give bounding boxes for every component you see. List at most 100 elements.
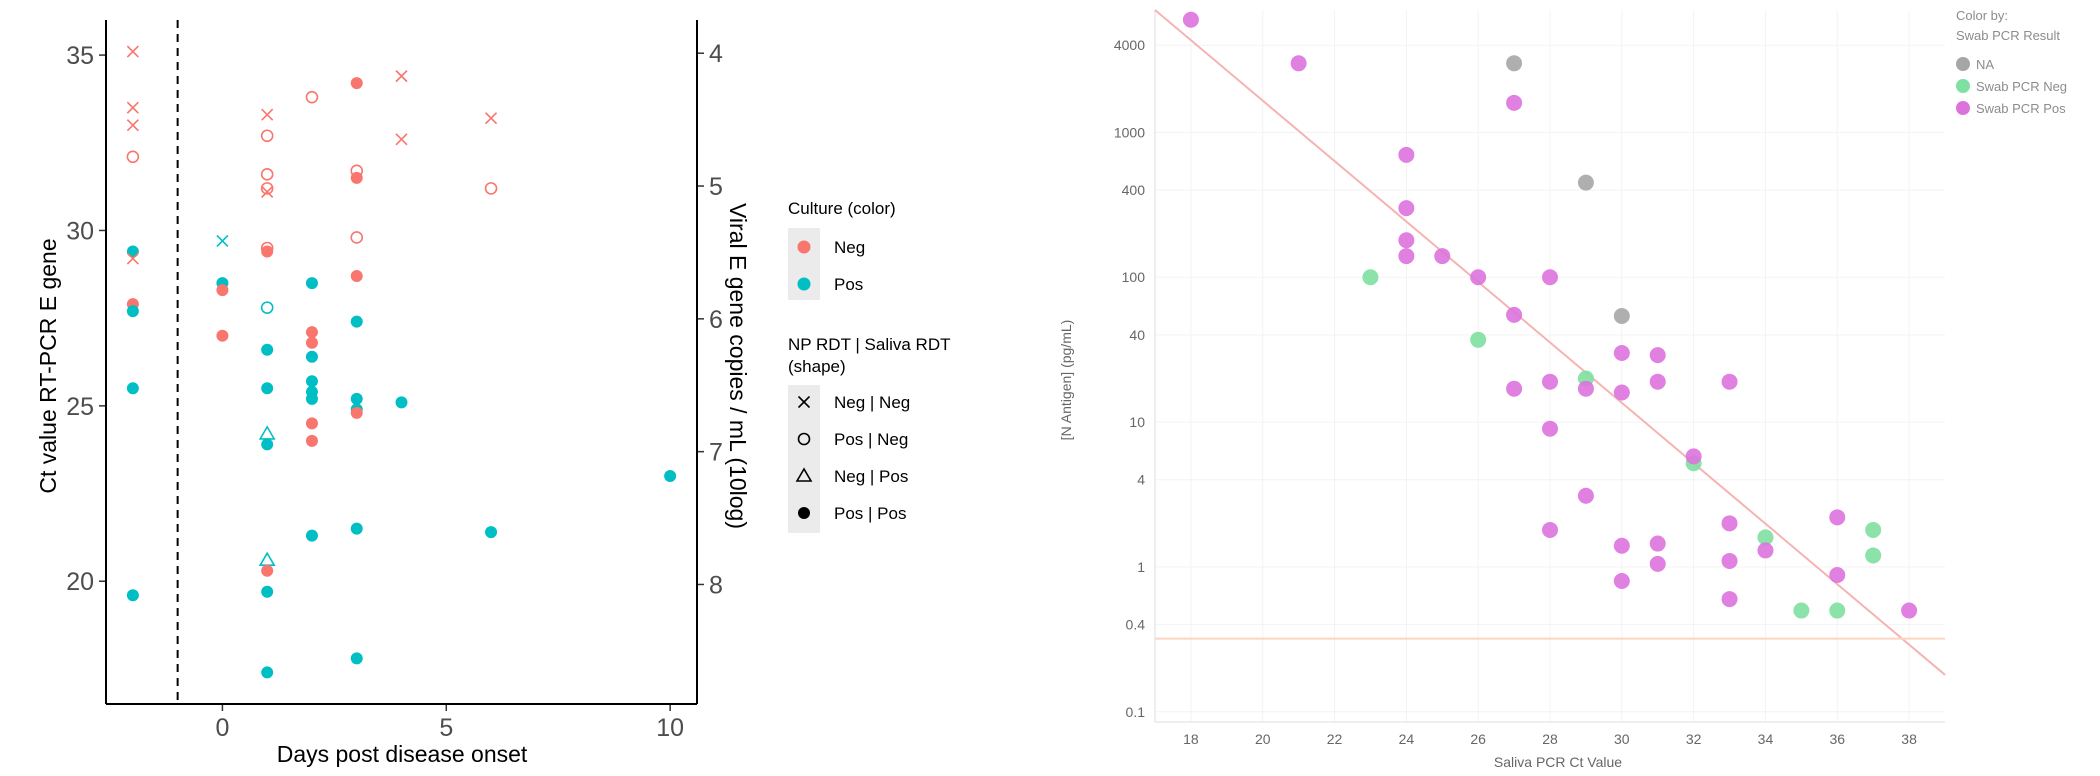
right-y-tick-label: 10 [1129, 414, 1145, 430]
legend-right-label: Swab PCR Neg [1976, 79, 2067, 94]
left-x-tick-label: 0 [215, 714, 229, 742]
ct-point [126, 150, 140, 164]
antigen-point [1290, 55, 1307, 72]
antigen-points [1182, 11, 1918, 619]
legend-right-label: Swab PCR Pos [1976, 101, 2066, 116]
right-x-tick-label: 36 [1829, 731, 1845, 747]
left-y2-tick-label: 5 [709, 173, 723, 201]
ct-point [305, 417, 318, 430]
legend-shape-title-line2: (shape) [788, 357, 846, 376]
ct-point [261, 438, 274, 451]
antigen-point [1757, 542, 1774, 559]
right-y-ticks: 0.1 0.4 1 4 10 40 100 400 1000 4000 [1114, 37, 1145, 720]
legend-right-key [1956, 57, 1970, 71]
antigen-point [1829, 509, 1846, 526]
antigen-point [1613, 572, 1630, 589]
antigen-point [1398, 200, 1415, 217]
antigen-point [1649, 535, 1666, 552]
antigen-point [1613, 384, 1630, 401]
legend-right-key [1956, 101, 1970, 115]
ct-point [395, 396, 408, 409]
left-x-tick-label: 5 [439, 714, 453, 742]
antigen-point [1865, 521, 1882, 538]
legend-color-title: Culture (color) [788, 199, 896, 218]
ct-point [305, 434, 318, 447]
legend-color-label: Neg [834, 238, 865, 257]
ct-point [126, 589, 139, 602]
left-y-tick-label: 30 [66, 217, 94, 245]
antigen-point [1649, 555, 1666, 572]
ct-point [126, 245, 139, 258]
ct-point [261, 382, 274, 395]
legend-shape-label: Neg | Neg [834, 393, 910, 412]
ct-point [258, 551, 276, 566]
antigen-point [1613, 344, 1630, 361]
ct-point [350, 77, 363, 90]
antigen-point [1829, 602, 1846, 619]
left-y2-tick-label: 6 [709, 306, 723, 334]
ct-point [305, 326, 318, 339]
antigen-point [1793, 602, 1810, 619]
legend-shape-key [798, 507, 810, 519]
ct-point [305, 277, 318, 290]
antigen-point [1721, 552, 1738, 569]
right-x-ticks: 18 20 22 24 26 28 30 32 34 36 38 [1183, 731, 1917, 747]
right-y-tick-label: 40 [1129, 327, 1145, 343]
right-x-tick-label: 38 [1901, 731, 1917, 747]
left-y2-tick-label: 4 [709, 40, 723, 68]
right-x-tick-label: 30 [1614, 731, 1630, 747]
antigen-point [1613, 537, 1630, 554]
antigen-point [1398, 248, 1415, 265]
ct-value-panel: 0 5 10 20 25 30 35 4 5 6 7 8 Days post disease on… [35, 20, 951, 767]
left-y-tick-label: 25 [66, 393, 94, 421]
antigen-panel: 18 20 22 24 26 28 30 32 34 36 38 0.1 0.4 1 4 10 40 100 40… [1058, 8, 2067, 770]
left-y-ticks: 20 25 30 35 [66, 42, 106, 596]
regression-fit-line [1154, 9, 1946, 676]
ct-point [216, 329, 229, 342]
right-legend: Color by: Swab PCR Result NA Swab PCR Neg… [1956, 8, 2067, 116]
ct-point [350, 406, 363, 419]
antigen-point [1506, 380, 1523, 397]
antigen-point [1506, 94, 1523, 111]
right-gridlines [1154, 10, 1945, 723]
legend-shape-title-line1: NP RDT | Saliva RDT [788, 335, 951, 354]
ct-point [305, 350, 318, 363]
antigen-point [1649, 373, 1666, 390]
ct-point [305, 529, 318, 542]
right-y-tick-label: 0.4 [1126, 617, 1146, 633]
ct-point [260, 168, 274, 181]
legend-shape-key [797, 432, 811, 446]
left-y-axis-title: Ct value RT-PCR E gene [35, 238, 61, 493]
right-reference-lines [1154, 9, 1946, 676]
ct-point [258, 425, 276, 440]
left-x-axis-title: Days post disease onset [277, 741, 528, 767]
ct-point [305, 90, 319, 104]
ct-point [395, 70, 408, 83]
right-y-tick-label: 1000 [1114, 124, 1145, 140]
ct-point [261, 666, 274, 679]
antigen-point [1577, 174, 1594, 191]
ct-point [484, 182, 498, 195]
ct-point [126, 382, 139, 395]
left-x-tick-label: 10 [656, 714, 684, 742]
right-x-tick-label: 18 [1183, 731, 1199, 747]
antigen-point [1685, 448, 1702, 465]
ct-point [216, 284, 229, 297]
ct-point [261, 564, 274, 577]
antigen-point [1649, 347, 1666, 364]
ct-point [305, 336, 318, 349]
antigen-point [1577, 487, 1594, 504]
ct-point [126, 119, 139, 132]
right-x-tick-label: 26 [1470, 731, 1486, 747]
right-x-tick-label: 22 [1327, 731, 1343, 747]
ct-point [485, 526, 498, 539]
left-y2-ticks: 4 5 6 7 8 [697, 40, 723, 599]
ct-point [664, 470, 677, 482]
right-y-tick-label: 100 [1122, 269, 1146, 285]
antigen-point [1757, 529, 1774, 546]
antigen-point [1542, 269, 1558, 286]
ct-point [350, 231, 364, 244]
right-x-tick-label: 32 [1686, 731, 1702, 747]
legend-color-key [797, 277, 811, 291]
